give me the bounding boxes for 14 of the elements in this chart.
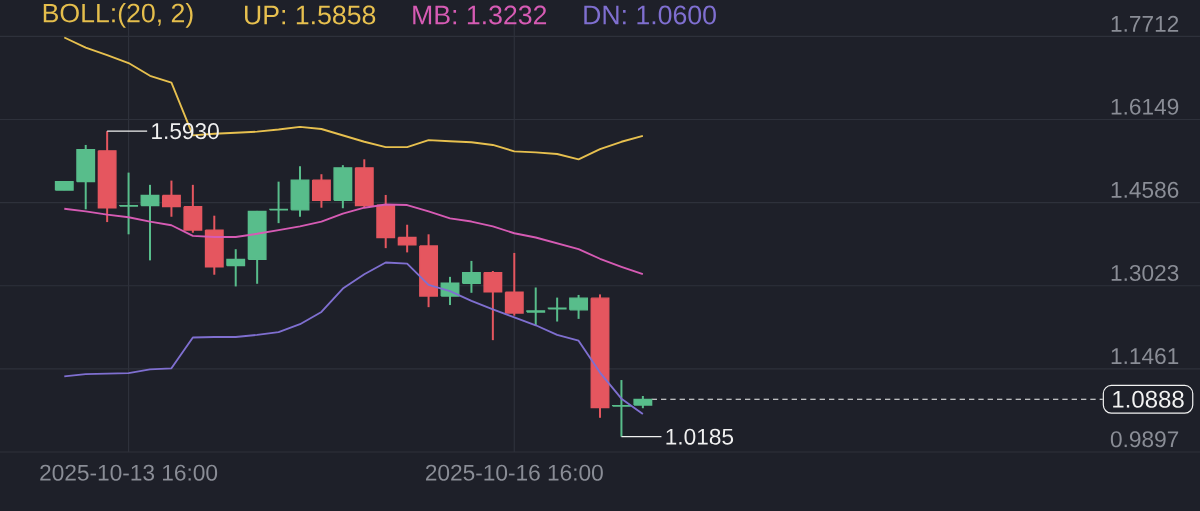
- x-tick-label: 2025-10-16 16:00: [425, 464, 603, 481]
- y-tick-label: 1.4586: [1111, 181, 1179, 198]
- y-tick-label: 1.6149: [1111, 98, 1179, 115]
- text: UP: 1.5858: [245, 5, 376, 25]
- x-tick-label: 2025-10-13 16:00: [40, 464, 218, 481]
- y-tick-label: 0.9897: [1110, 431, 1179, 448]
- annotation: 1.0185: [666, 428, 734, 445]
- ref-line-label: 1.0888: [1113, 390, 1184, 408]
- y-tick-label: 1.1461: [1111, 348, 1179, 365]
- text: MB: 1.3232: [413, 5, 547, 25]
- y-tick-label: 1.3023: [1111, 264, 1179, 282]
- y-tick-label: 1.7712: [1111, 15, 1179, 32]
- text: DN: 1.0600: [584, 5, 716, 25]
- chart-title: BOLL:(20, 2): [43, 2, 193, 28]
